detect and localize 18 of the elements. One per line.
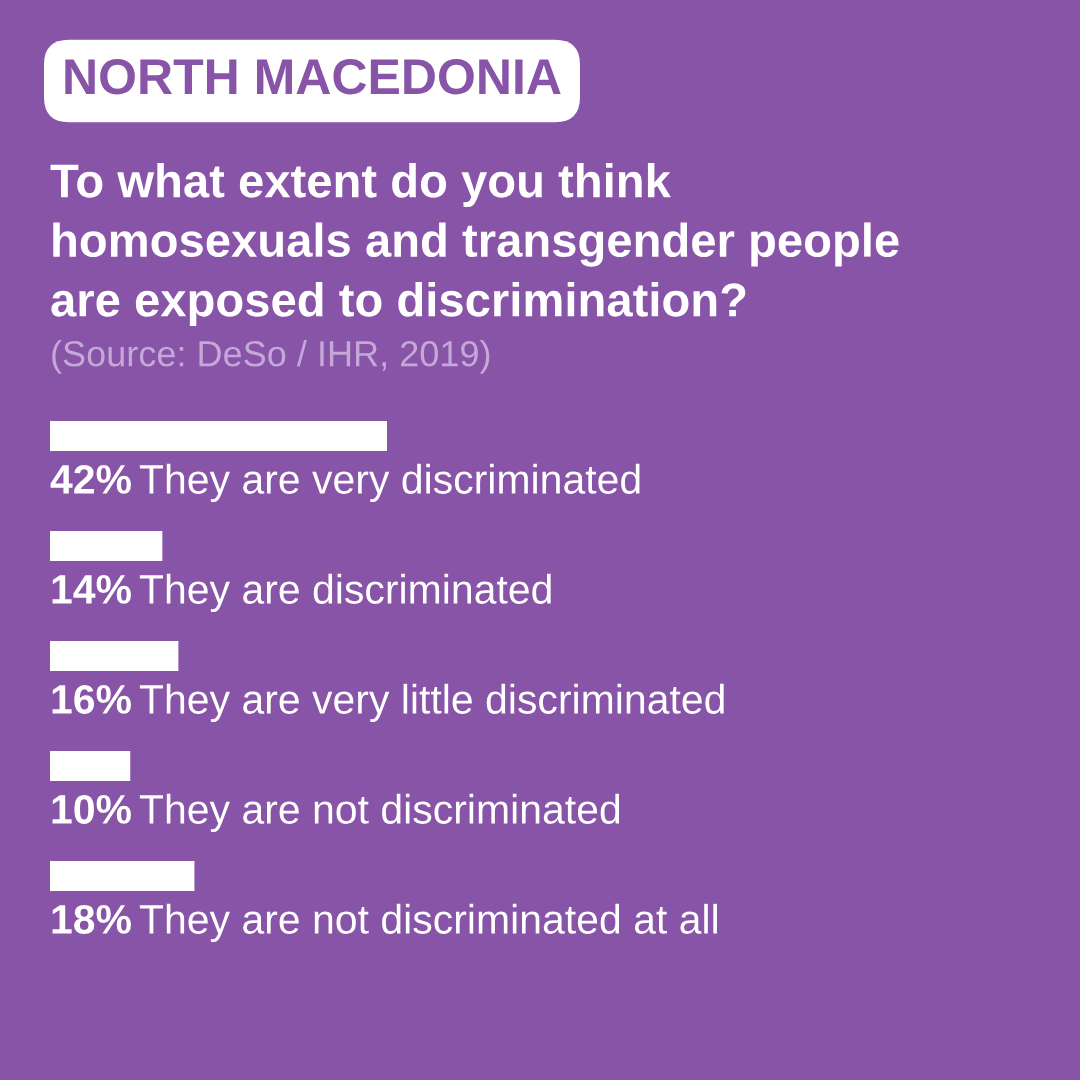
- data-label: 14%: [52, 574, 131, 604]
- bar: [50, 531, 163, 561]
- y-tick-label: They are discriminated: [139, 573, 551, 612]
- y-tick-label: They are very discriminated: [139, 463, 640, 502]
- y-tick-label: They are not discriminated at all: [139, 903, 717, 942]
- chart-title: NORTH MACEDONIA: [65, 59, 561, 95]
- y-tick-label: They are very little discriminated: [139, 683, 724, 722]
- data-label: 10%: [52, 794, 131, 824]
- chart-subtitle: To what extent do you think homosexuals and transgender people are exposed to discrimination?: [50, 163, 899, 327]
- bar: [50, 751, 131, 781]
- bar: [50, 421, 387, 451]
- text: (Source: DeSo / IHR, 2019): [52, 340, 490, 374]
- data-label: 18%: [52, 904, 131, 934]
- bar: [50, 861, 195, 891]
- data-label: 42%: [50, 464, 131, 494]
- bar: [50, 641, 179, 671]
- y-tick-label: They are not discriminated: [139, 793, 620, 832]
- data-label: 16%: [52, 684, 131, 714]
